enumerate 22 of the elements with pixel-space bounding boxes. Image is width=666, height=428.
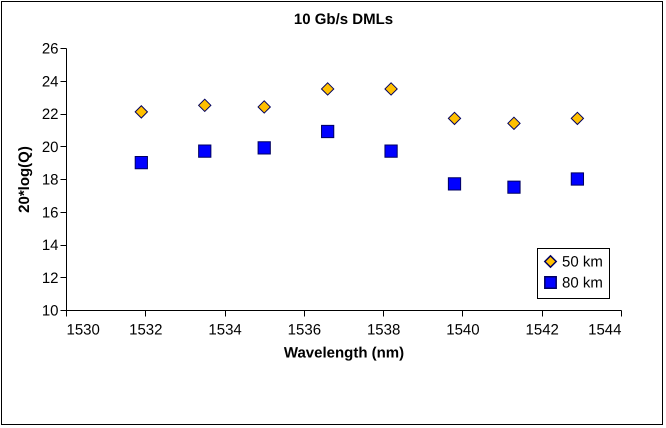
chart-title: 10 Gb/s DMLs — [294, 11, 394, 28]
x-tick-label: 1544 — [588, 322, 622, 338]
x-tick-label: 1540 — [446, 322, 480, 338]
x-tick-label: 1530 — [66, 322, 100, 338]
legend-label: 50 km — [562, 254, 603, 270]
x-tick-label: 1542 — [526, 322, 559, 338]
x-tick-label: 1532 — [129, 322, 162, 338]
y-tick-label: 10 — [42, 302, 58, 320]
y-tick-label: 22 — [42, 106, 58, 123]
y-tick-label: 24 — [42, 73, 58, 90]
x-axis-title: Wavelength (nm) — [284, 344, 404, 362]
x-tick-label: 1534 — [208, 322, 242, 338]
y-tick-label: 18 — [42, 172, 58, 188]
x-tick-label: 1536 — [288, 322, 322, 338]
legend-label: 80 km — [562, 274, 603, 292]
y-tick-label: 26 — [42, 40, 58, 58]
y-tick-label: 16 — [42, 204, 58, 222]
y-axis-title: 20*log(Q) — [16, 146, 33, 213]
y-tick-label: 20 — [42, 138, 58, 156]
x-tick-label: 1538 — [366, 322, 400, 338]
y-tick-label: 12 — [42, 270, 58, 287]
y-tick-label: 14 — [42, 237, 58, 254]
